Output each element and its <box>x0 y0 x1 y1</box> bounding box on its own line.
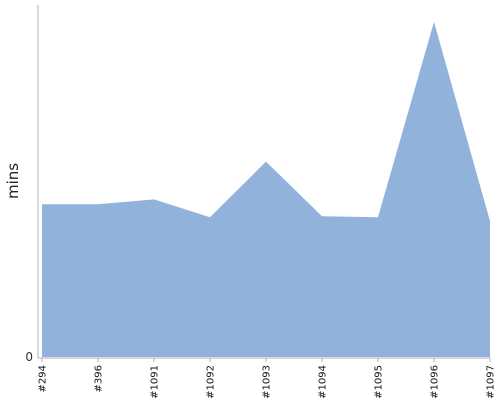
x-tick-group: #294 #396 #1091 #1092 #1093 #1094 #1095 #1096 #1… <box>38 358 497 399</box>
x-tick-label: #1095 <box>374 365 385 399</box>
x-tick-label: #294 <box>38 365 49 392</box>
y-tick-group: 0 <box>25 350 33 364</box>
x-tick-label: #396 <box>94 365 105 392</box>
x-tick-label: #1092 <box>206 365 217 399</box>
y-axis-label: mins <box>4 163 22 199</box>
x-tick-label: #1094 <box>318 365 329 399</box>
y-tick-label: 0 <box>25 350 33 364</box>
area-series <box>42 21 490 358</box>
x-tick-label: #1091 <box>150 365 161 399</box>
x-tick-label: #1097 <box>486 365 497 399</box>
x-tick-label: #1093 <box>262 365 273 399</box>
x-tick-label: #1096 <box>430 365 441 399</box>
